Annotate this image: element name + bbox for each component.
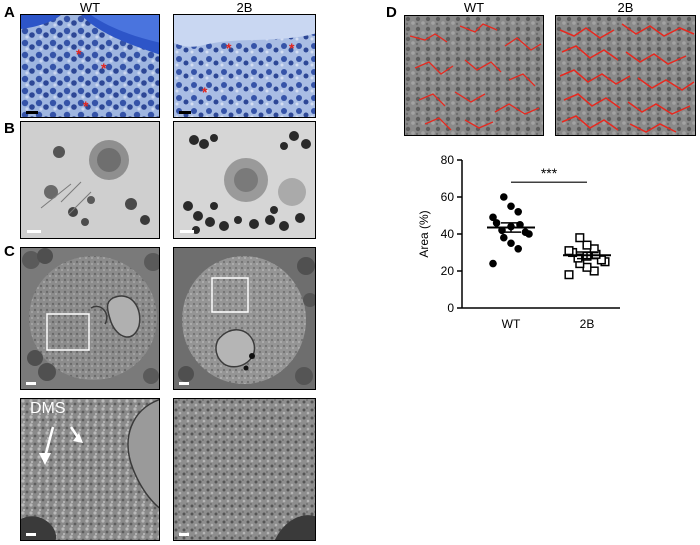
svg-text:*: * (289, 40, 295, 56)
area-scatter-chart: 0 20 40 60 80 Area (%) WT 2B *** (417, 153, 620, 331)
y-tick-label: 80 (441, 153, 455, 167)
data-point-2b (564, 246, 574, 256)
data-point-2b (564, 270, 574, 280)
panel-c-wt-em-zoom-image (20, 398, 160, 541)
panel-a-wt-label: WT (79, 0, 101, 15)
data-point-2b (582, 240, 592, 250)
data-point-wt (507, 239, 515, 248)
svg-text:*: * (101, 60, 107, 76)
svg-text:*: * (83, 98, 89, 114)
significance-label: *** (541, 165, 558, 181)
y-axis-label: Area (%) (417, 210, 431, 257)
panel-letter-c: C (4, 243, 15, 260)
data-point-wt (489, 259, 497, 268)
y-tick-label: 40 (441, 227, 455, 241)
panel-a-2b-histology-image: * * * (173, 14, 316, 118)
y-tick-label: 20 (441, 264, 455, 278)
panel-d-wt-overlay-image (404, 15, 544, 136)
y-tick-label: 0 (447, 301, 454, 315)
data-point-wt (492, 219, 501, 227)
x-category-label: 2B (580, 317, 595, 331)
dms-annotation: DMS (30, 400, 66, 417)
panel-letter-d: D (386, 4, 397, 21)
panel-letter-b: B (4, 120, 15, 137)
panel-d-2b-overlay-image (555, 15, 696, 136)
y-tick-label: 60 (441, 190, 455, 204)
data-point-wt (500, 193, 508, 201)
panel-b-wt-micrograph-image (20, 121, 160, 239)
panel-d-2b-label: 2B (617, 0, 634, 15)
svg-text:*: * (76, 46, 82, 62)
panel-a-2b-label: 2B (236, 0, 253, 15)
data-point-wt (500, 233, 508, 242)
data-point-wt (514, 245, 522, 253)
panel-b-2b-micrograph-image (173, 121, 316, 239)
data-point-wt (521, 228, 530, 236)
svg-text:*: * (226, 40, 232, 56)
x-category-label: WT (502, 317, 521, 331)
data-point-wt (489, 213, 497, 222)
data-point-2b (575, 233, 585, 243)
panel-a-wt-histology-image: * * * (20, 14, 160, 118)
data-point-wt (507, 202, 515, 211)
panel-d-wt-label: WT (463, 0, 485, 15)
panel-c-2b-em-zoom-image (173, 398, 316, 541)
panel-c-2b-em-image (173, 247, 316, 390)
svg-text:*: * (202, 84, 208, 100)
panel-letter-a: A (4, 4, 15, 21)
panel-c-wt-em-image (20, 247, 160, 390)
data-point-wt (514, 208, 522, 216)
